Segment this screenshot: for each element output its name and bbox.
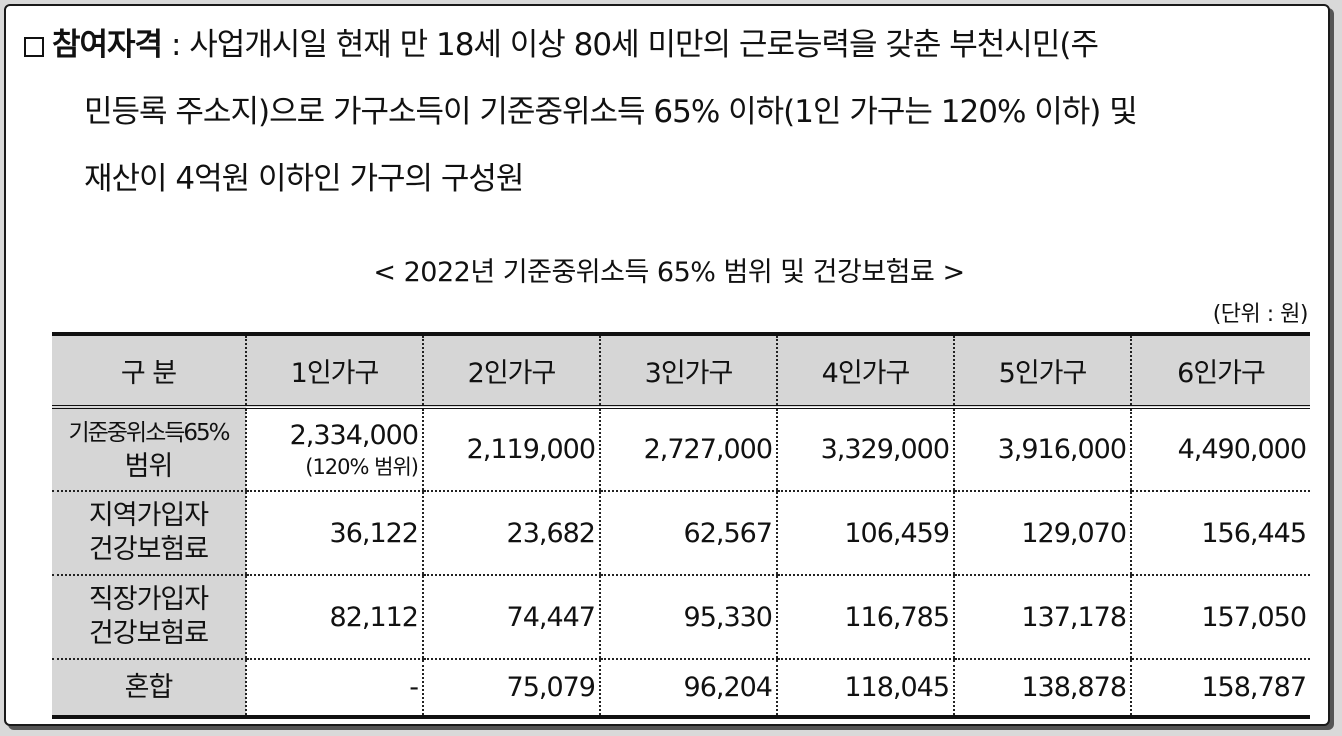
table-header-row: 구 분 1인가구 2인가구 3인가구 4인가구 5인가구 6인가구 [52, 332, 1310, 409]
table-cell: - [245, 659, 423, 719]
table-cell: 74,447 [422, 575, 600, 660]
row-label-line2: 범위 [124, 450, 174, 482]
row-label-median-income: 기준중위소득65% 범위 [52, 407, 246, 492]
eligibility-separator: : [162, 27, 190, 63]
table-cell: 2,334,000 (120% 범위) [245, 407, 423, 492]
table-caption: < 2022년 기준중위소득 65% 범위 및 건강보험료 > [373, 257, 965, 288]
table-cell: 62,567 [599, 491, 777, 576]
eligibility-label: 참여자격 [52, 27, 163, 63]
table-row-regional-insurance: 지역가입자 건강보험료 36,122 23,682 62,567 106,459… [52, 491, 1310, 576]
table-cell: 116,785 [776, 575, 954, 660]
header-category: 구 분 [52, 332, 246, 409]
row-label-line1: 기준중위소득65% [68, 419, 230, 446]
table-cell: 157,050 [1130, 575, 1310, 660]
row-label-line2: 건강보험료 [88, 534, 209, 565]
notice-frame: 참여자격 : 사업개시일 현재 만 18세 이상 80세 미만의 근로능력을 갖… [4, 4, 1330, 726]
table-cell: 4,490,000 [1130, 407, 1310, 492]
table-cell: 2,727,000 [599, 407, 777, 492]
cell-note: (120% 범위) [305, 454, 419, 479]
income-insurance-table: 구 분 1인가구 2인가구 3인가구 4인가구 5인가구 6인가구 기준중위소득… [52, 332, 1310, 719]
table-cell: 138,878 [953, 659, 1131, 719]
table-cell: 2,119,000 [422, 407, 600, 492]
table-cell: 75,079 [422, 659, 600, 719]
cell-value: 2,334,000 [289, 419, 419, 451]
header-1-person: 1인가구 [245, 332, 423, 409]
table-cell: 118,045 [776, 659, 954, 719]
eligibility-text-1: 사업개시일 현재 만 18세 이상 80세 미만의 근로능력을 갖춘 부천시민(… [189, 27, 1099, 63]
row-label-workplace-insurance: 직장가입자 건강보험료 [52, 575, 246, 660]
eligibility-paragraph: 참여자격 : 사업개시일 현재 만 18세 이상 80세 미만의 근로능력을 갖… [24, 12, 1324, 213]
table-cell: 106,459 [776, 491, 954, 576]
table-cell: 158,787 [1130, 659, 1310, 719]
table-cell: 23,682 [422, 491, 600, 576]
eligibility-line-1: 참여자격 : 사업개시일 현재 만 18세 이상 80세 미만의 근로능력을 갖… [24, 12, 1324, 79]
table-cell: 137,178 [953, 575, 1131, 660]
header-2-person: 2인가구 [422, 332, 600, 409]
checkbox-square-icon [24, 37, 44, 57]
header-5-person: 5인가구 [953, 332, 1131, 409]
unit-note: (단위 : 원) [1212, 302, 1309, 327]
row-label-line1: 직장가입자 [88, 584, 209, 615]
table-cell: 82,112 [245, 575, 423, 660]
table-row-median-income: 기준중위소득65% 범위 2,334,000 (120% 범위) 2,119,0… [52, 407, 1310, 492]
table-cell: 129,070 [953, 491, 1131, 576]
table-cell: 156,445 [1130, 491, 1310, 576]
header-3-person: 3인가구 [599, 332, 777, 409]
eligibility-line-2: 민등록 주소지)으로 가구소득이 기준중위소득 65% 이하(1인 가구는 12… [84, 94, 1138, 130]
table-cell: 96,204 [599, 659, 777, 719]
table-row-workplace-insurance: 직장가입자 건강보험료 82,112 74,447 95,330 116,785… [52, 575, 1310, 660]
row-label-line1: 지역가입자 [88, 500, 209, 531]
table-cell: 95,330 [599, 575, 777, 660]
eligibility-line-3: 재산이 4억원 이하인 가구의 구성원 [84, 161, 524, 197]
table-row-mixed: 혼합 - 75,079 96,204 118,045 138,878 158,7… [52, 659, 1310, 719]
header-6-person: 6인가구 [1130, 332, 1310, 409]
row-label-regional-insurance: 지역가입자 건강보험료 [52, 491, 246, 576]
table-cell: 36,122 [245, 491, 423, 576]
row-label-mixed: 혼합 [52, 659, 246, 719]
table-cell: 3,329,000 [776, 407, 954, 492]
row-label-line2: 건강보험료 [88, 618, 209, 649]
header-4-person: 4인가구 [776, 332, 954, 409]
table-cell: 3,916,000 [953, 407, 1131, 492]
